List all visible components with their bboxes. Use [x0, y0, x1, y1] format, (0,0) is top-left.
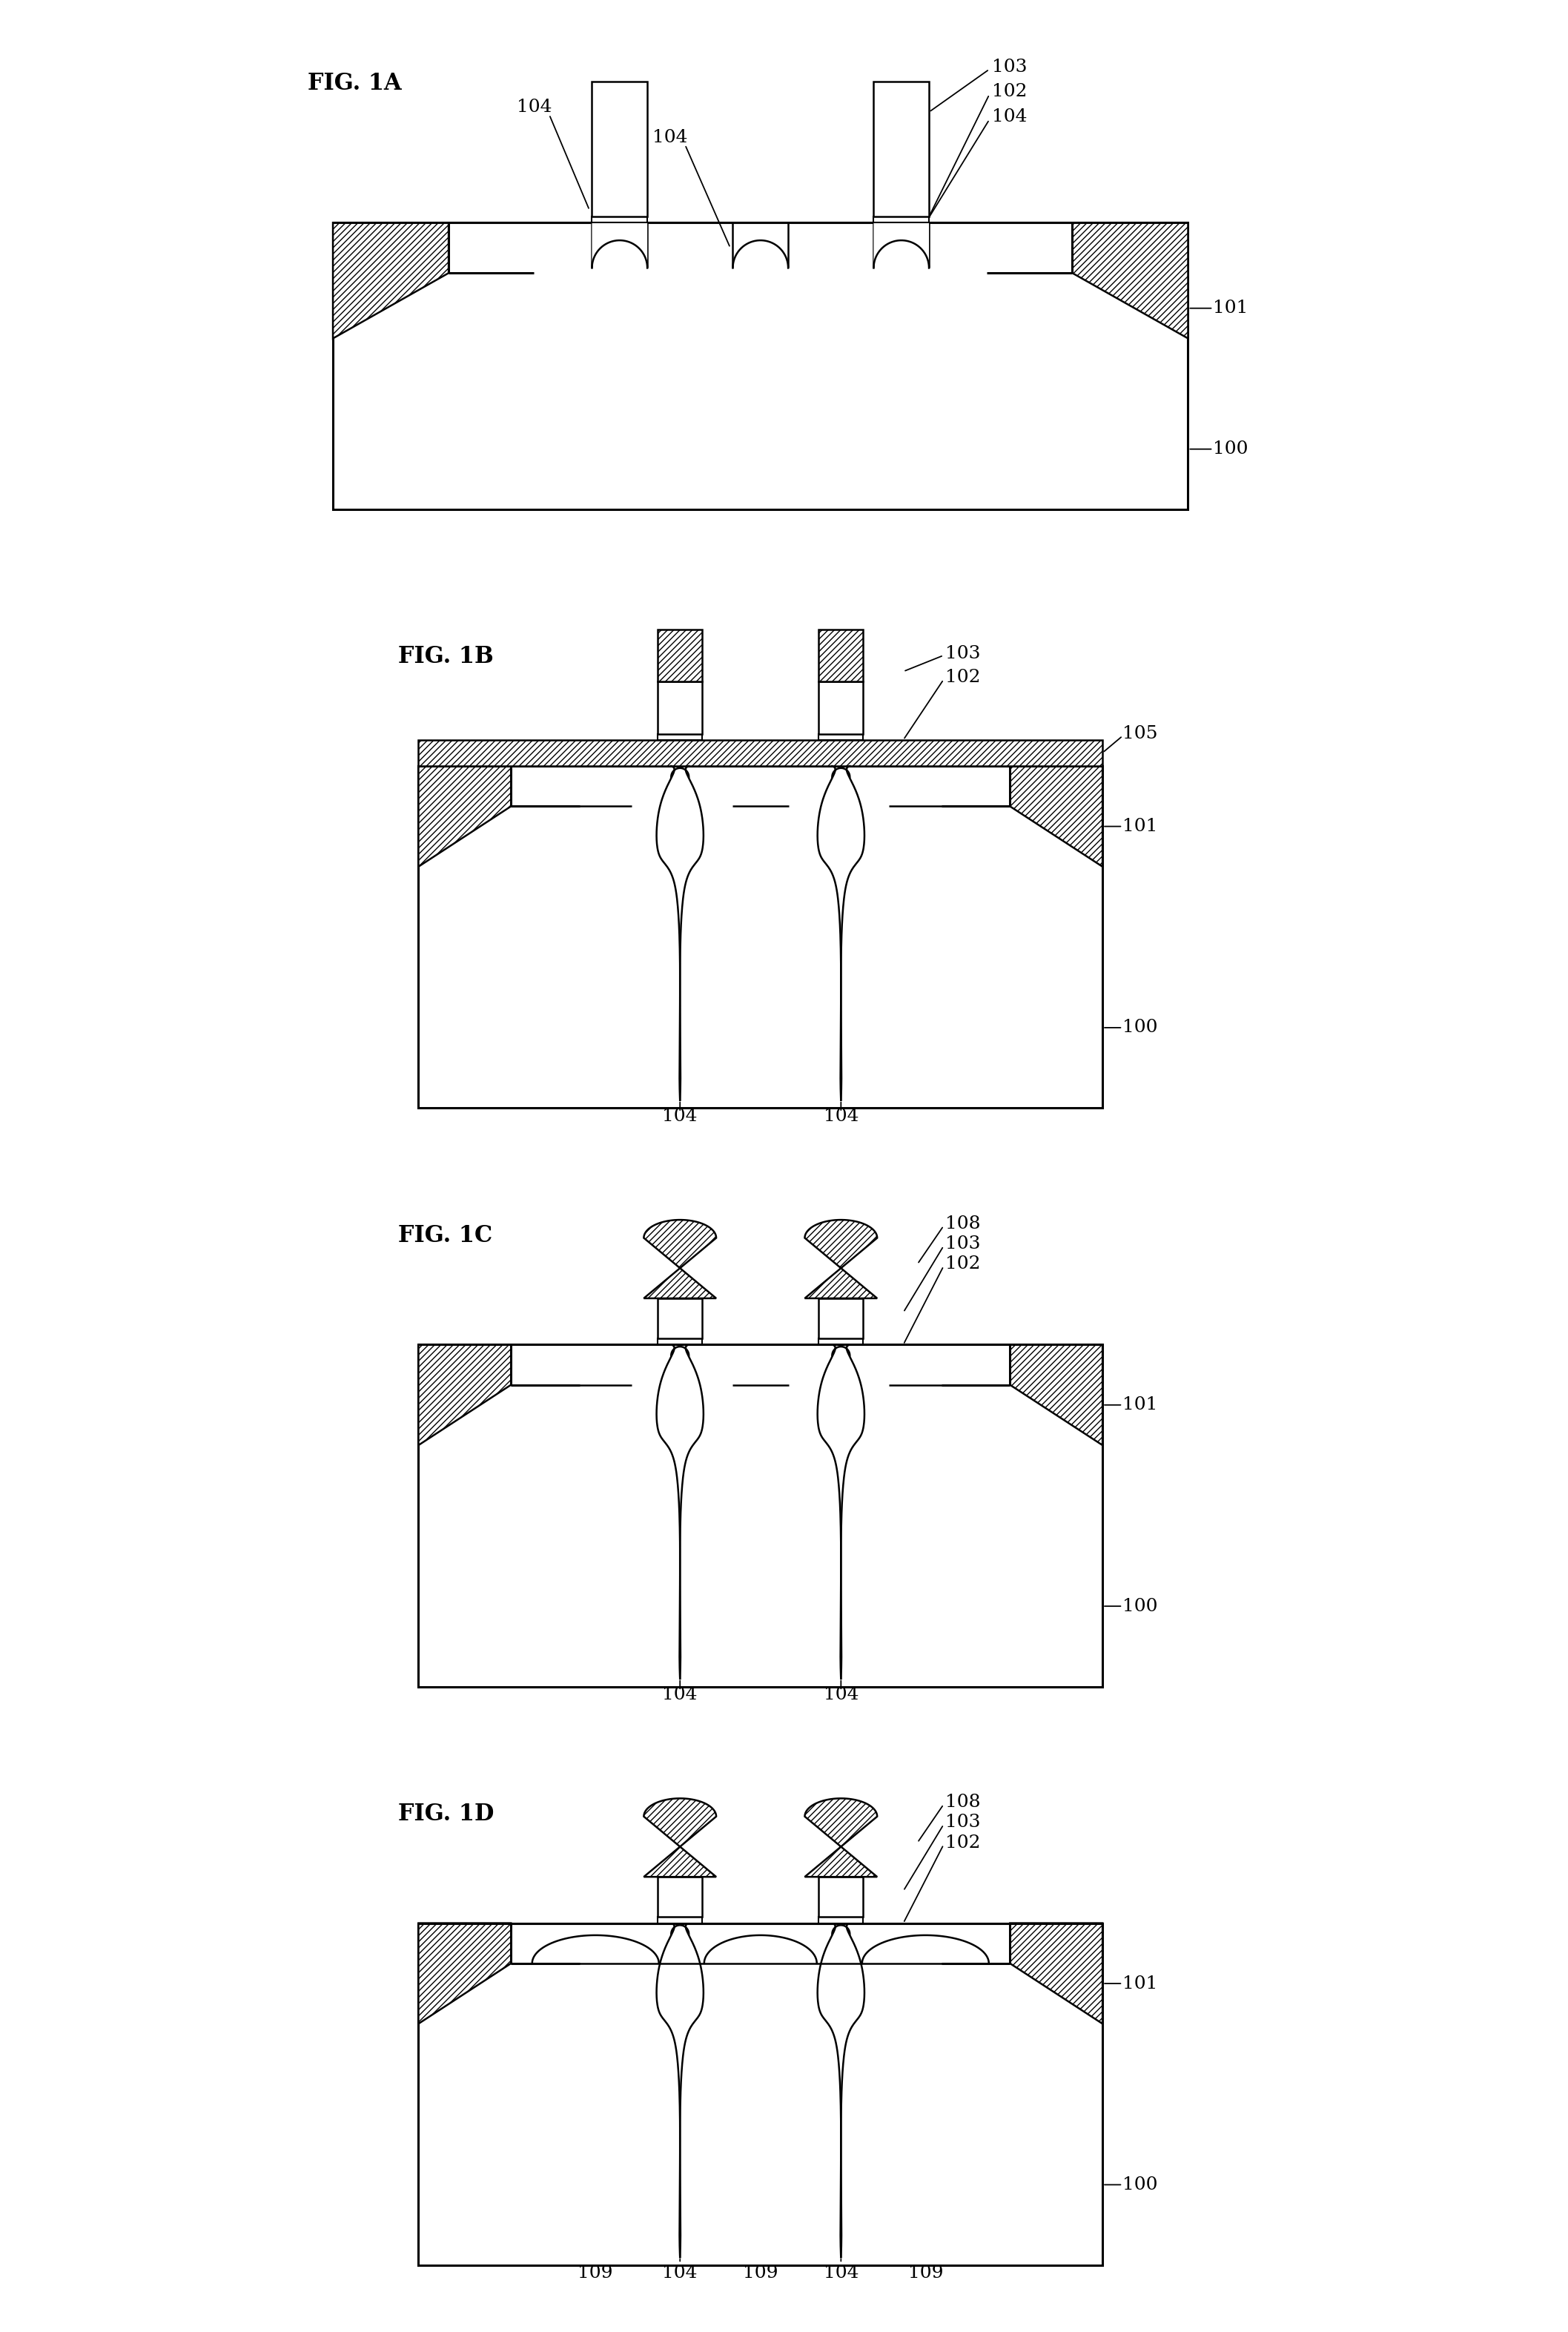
Text: 109: 109 — [743, 2264, 778, 2281]
Bar — [593, 82, 648, 217]
Polygon shape — [419, 765, 511, 868]
Polygon shape — [419, 1346, 511, 1446]
Text: 101: 101 — [1214, 301, 1248, 317]
Polygon shape — [593, 224, 648, 268]
Text: 104: 104 — [823, 1108, 859, 1124]
Polygon shape — [804, 1220, 877, 1299]
Text: 101: 101 — [1123, 819, 1157, 835]
Bar — [818, 735, 862, 739]
Text: FIG. 1D: FIG. 1D — [398, 1803, 494, 1826]
Text: 108: 108 — [946, 1215, 982, 1231]
Text: 103: 103 — [993, 58, 1027, 75]
Bar — [419, 1924, 1102, 2264]
Text: 104: 104 — [516, 98, 552, 117]
Text: 100: 100 — [1123, 1019, 1157, 1035]
Bar — [818, 1299, 862, 1339]
Bar — [659, 1299, 702, 1339]
Bar — [873, 82, 928, 217]
Bar — [419, 739, 1102, 765]
Bar — [818, 1339, 862, 1346]
Text: 104: 104 — [823, 2264, 859, 2281]
Polygon shape — [419, 1924, 511, 2024]
Text: 100: 100 — [1123, 1597, 1157, 1614]
Bar — [593, 217, 648, 224]
Text: 109: 109 — [579, 2264, 613, 2281]
Polygon shape — [644, 1220, 717, 1299]
Bar — [659, 681, 702, 735]
Bar — [873, 217, 928, 224]
Text: 102: 102 — [946, 1255, 982, 1273]
Polygon shape — [1010, 1924, 1102, 2024]
Polygon shape — [1010, 1346, 1102, 1446]
Bar — [659, 1917, 702, 1924]
Polygon shape — [804, 1798, 877, 1877]
Bar — [659, 735, 702, 739]
Text: 104: 104 — [823, 1686, 859, 1702]
Bar — [332, 224, 1189, 508]
Text: 104: 104 — [662, 2264, 698, 2281]
Bar — [659, 1877, 702, 1917]
Text: 104: 104 — [652, 128, 687, 145]
Polygon shape — [1010, 765, 1102, 868]
Bar — [419, 765, 1102, 1108]
Polygon shape — [332, 224, 448, 338]
Text: 103: 103 — [946, 646, 982, 662]
Text: FIG. 1A: FIG. 1A — [307, 72, 401, 96]
Polygon shape — [1073, 224, 1189, 338]
Text: FIG. 1B: FIG. 1B — [398, 646, 494, 669]
Text: 103: 103 — [946, 1814, 982, 1831]
Bar — [419, 1346, 1102, 1686]
Text: 102: 102 — [993, 84, 1027, 100]
Text: 104: 104 — [993, 110, 1027, 126]
Text: FIG. 1C: FIG. 1C — [398, 1224, 492, 1248]
Text: 104: 104 — [662, 1108, 698, 1124]
Polygon shape — [644, 1798, 717, 1877]
Text: 105: 105 — [1123, 725, 1157, 742]
Bar — [818, 1877, 862, 1917]
Bar — [818, 630, 862, 681]
Text: 104: 104 — [662, 1686, 698, 1702]
Text: 102: 102 — [946, 1835, 982, 1852]
Bar — [818, 681, 862, 735]
Bar — [659, 1339, 702, 1346]
Text: 108: 108 — [946, 1793, 982, 1812]
Text: 102: 102 — [946, 669, 982, 686]
Text: 101: 101 — [1123, 1975, 1157, 1992]
Bar — [659, 630, 702, 681]
Polygon shape — [873, 224, 928, 268]
Text: 109: 109 — [908, 2264, 942, 2281]
Text: 101: 101 — [1123, 1397, 1157, 1413]
Text: 103: 103 — [946, 1236, 982, 1252]
Text: 100: 100 — [1214, 441, 1248, 457]
Text: 100: 100 — [1123, 2176, 1157, 2194]
Bar — [818, 1917, 862, 1924]
